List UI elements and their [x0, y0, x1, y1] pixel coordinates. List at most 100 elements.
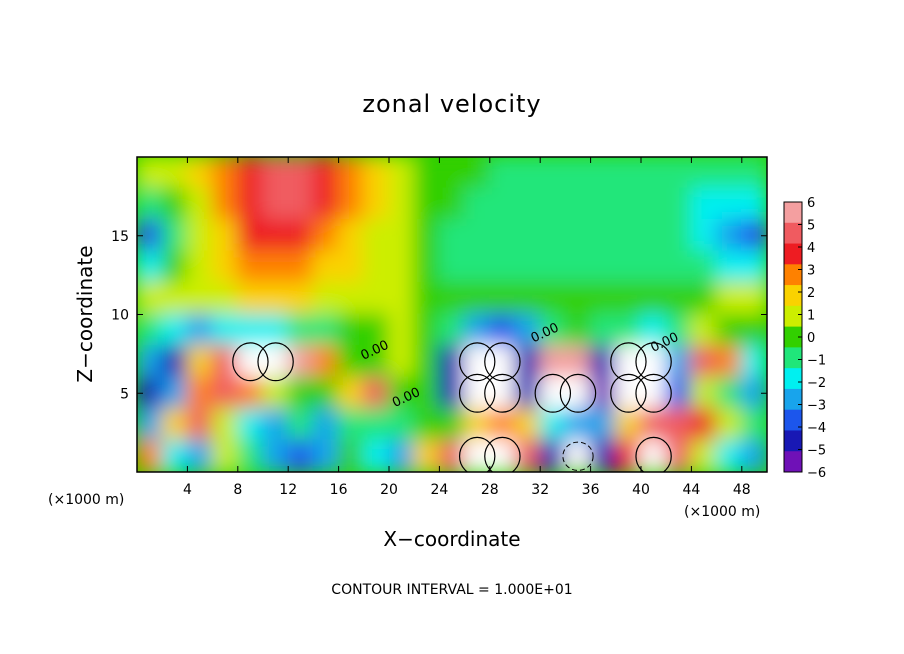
heatmap-cell	[740, 250, 767, 284]
heatmap-cell	[539, 219, 567, 253]
heatmap-cell	[413, 408, 441, 442]
heatmap-cell	[337, 439, 365, 472]
colorbar-tick-label: 4	[807, 241, 815, 256]
heatmap-cell	[161, 187, 189, 221]
colorbar-tick-label: 3	[807, 264, 815, 279]
heatmap-cell	[262, 439, 290, 472]
contour-line	[484, 436, 521, 472]
x-unit-label-left: (×1000 m)	[48, 492, 124, 508]
heatmap-cell	[640, 439, 668, 472]
heatmap-cell	[186, 408, 214, 442]
heatmap-cell	[236, 408, 264, 442]
heatmap-cell	[161, 282, 189, 316]
heatmap-cell	[488, 408, 516, 442]
x-tick-label: 32	[531, 482, 549, 498]
heatmap-cell	[740, 439, 767, 472]
colorbar-tick-label: 2	[807, 286, 815, 301]
heatmap-cell	[362, 187, 390, 221]
heatmap-cell	[564, 250, 592, 284]
heatmap-cell	[539, 250, 567, 284]
heatmap-cell	[438, 439, 466, 472]
heatmap-cell	[287, 439, 315, 472]
heatmap-cell	[186, 376, 214, 410]
heatmap-cell	[539, 408, 567, 442]
heatmap-cell	[312, 439, 340, 472]
heatmap-cell	[690, 408, 718, 442]
heatmap-cell	[463, 157, 491, 190]
heatmap-cell	[640, 376, 668, 410]
x-tick-label: 28	[481, 482, 499, 498]
colorbar-swatch	[784, 368, 802, 390]
heatmap-cell	[236, 376, 264, 410]
heatmap-cell	[614, 187, 642, 221]
heatmap-cell	[211, 376, 239, 410]
heatmap-cell	[312, 408, 340, 442]
heatmap-cell	[463, 376, 491, 410]
heatmap-cell	[514, 187, 542, 221]
heatmap-cell	[211, 345, 239, 379]
heatmap-cell	[137, 282, 164, 316]
heatmap-cell	[236, 439, 264, 472]
heatmap-cell	[539, 376, 567, 410]
heatmap-cell	[211, 439, 239, 472]
heatmap-cell	[312, 157, 340, 190]
heatmap-cell	[614, 157, 642, 190]
colorbar-swatch	[784, 451, 802, 473]
heatmap-cell	[236, 313, 264, 347]
heatmap-cell	[211, 187, 239, 221]
x-tick-label: 24	[430, 482, 448, 498]
heatmap-cell	[614, 345, 642, 379]
heatmap-cell	[211, 219, 239, 253]
contour-line	[562, 441, 594, 471]
heatmap-cell	[740, 345, 767, 379]
heatmap-cell	[287, 408, 315, 442]
heatmap-cell	[388, 187, 416, 221]
y-tick-label: 5	[120, 386, 129, 402]
heatmap-cell	[236, 219, 264, 253]
heatmap-cell	[488, 282, 516, 316]
heatmap-cell	[137, 408, 164, 442]
contour-line	[484, 342, 521, 382]
heatmap-cell	[463, 408, 491, 442]
x-axis-label: X−coordinate	[383, 527, 520, 551]
heatmap-cell	[362, 219, 390, 253]
heatmap-cell	[438, 187, 466, 221]
heatmap-cell	[690, 219, 718, 253]
heatmap-cell	[337, 376, 365, 410]
heatmap-cell	[211, 408, 239, 442]
heatmap-cell	[690, 282, 718, 316]
heatmap-cell	[413, 313, 441, 347]
contour-interval-note: CONTOUR INTERVAL = 1.000E+01	[331, 582, 572, 598]
heatmap-cell	[740, 157, 767, 190]
heatmap-cell	[161, 313, 189, 347]
heatmap-cell	[388, 313, 416, 347]
heatmap-cell	[337, 157, 365, 190]
heatmap-cell	[715, 376, 743, 410]
heatmap-cell	[589, 250, 617, 284]
heatmap-cell	[262, 250, 290, 284]
heatmap-cell	[665, 282, 693, 316]
heatmap-cell	[488, 439, 516, 472]
heatmap-cell	[337, 345, 365, 379]
heatmap-cell	[161, 439, 189, 472]
heatmap-cell	[287, 187, 315, 221]
heatmap-cell	[262, 282, 290, 316]
heatmap-cell	[614, 376, 642, 410]
heatmap-cell	[438, 250, 466, 284]
heatmap-cell	[665, 313, 693, 347]
heatmap-cell	[614, 313, 642, 347]
heatmap-cell	[589, 376, 617, 410]
heatmap-cell	[438, 313, 466, 347]
heatmap-cell	[715, 313, 743, 347]
heatmap-cell	[287, 282, 315, 316]
heatmap-cell	[488, 157, 516, 190]
heatmap-cell	[362, 408, 390, 442]
colorbar-tick-label: −6	[807, 466, 826, 481]
heatmap-cell	[640, 345, 668, 379]
heatmap-cell	[262, 219, 290, 253]
heatmap-cell	[539, 187, 567, 221]
heatmap-cell	[236, 345, 264, 379]
heatmap-cell	[463, 345, 491, 379]
heatmap-cell	[488, 219, 516, 253]
colorbar-tick-label: 6	[807, 196, 815, 211]
